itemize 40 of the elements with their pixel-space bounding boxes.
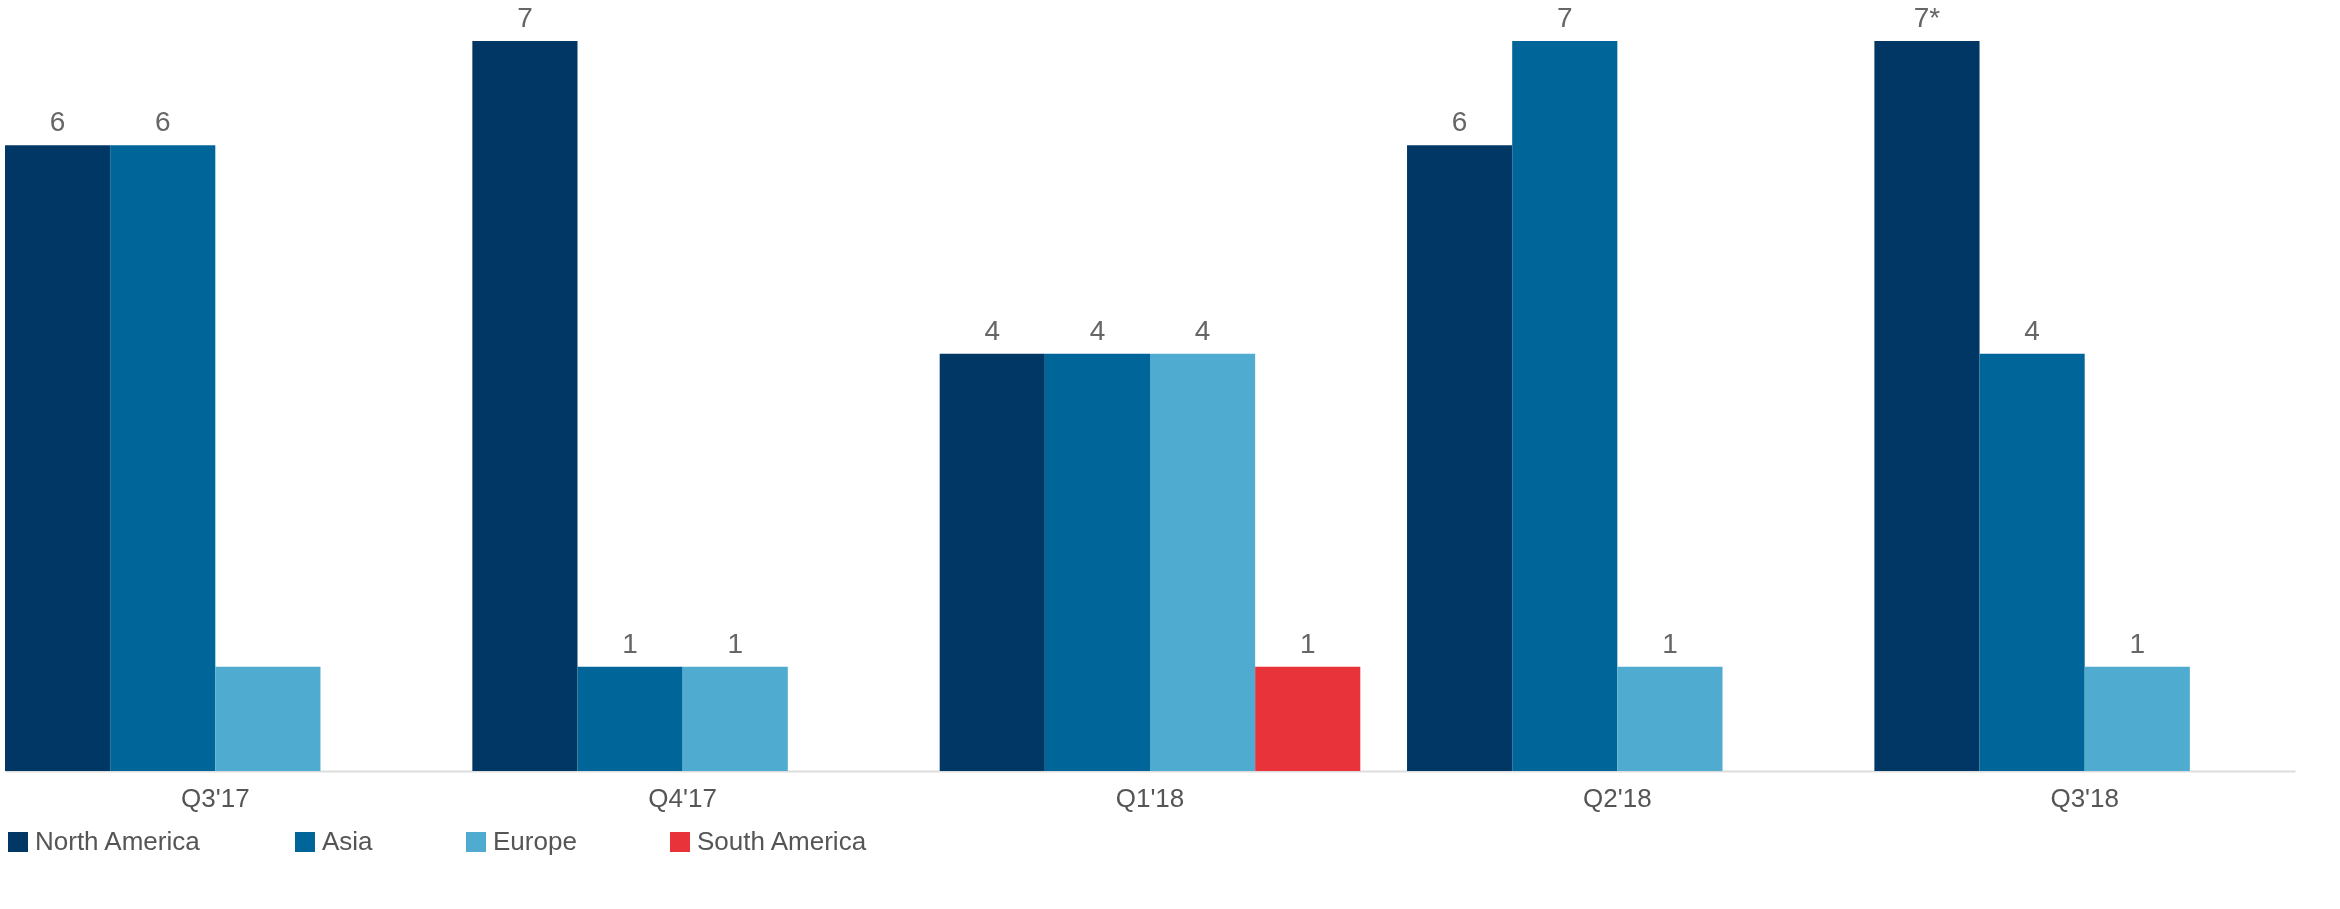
x-tick-label: Q2'18 [1583, 782, 1652, 813]
x-tick-label: Q4'17 [648, 782, 717, 813]
bar [5, 145, 111, 771]
data-label: 1 [727, 627, 744, 659]
data-label: 6 [49, 106, 66, 138]
data-label: 6 [1451, 106, 1468, 138]
data-label: 7 [517, 2, 533, 33]
bar [682, 666, 788, 771]
x-tick-label: Q3'18 [2050, 782, 2119, 813]
data-label: 6 [154, 106, 171, 138]
bar [110, 145, 216, 771]
legend-label: South America [697, 826, 867, 856]
x-tick-label: Q3'17 [181, 782, 250, 813]
bar [1044, 353, 1150, 771]
bar [577, 666, 683, 771]
data-label: 1 [1299, 627, 1316, 659]
data-label: 7 [1556, 2, 1573, 33]
data-label: 7* [1913, 2, 1941, 33]
bar [1617, 666, 1723, 771]
data-label: 1 [622, 627, 638, 659]
bar [472, 41, 578, 771]
bar [1979, 353, 2085, 771]
bar [2084, 666, 2190, 771]
legend-label: North America [35, 826, 201, 856]
bar [1255, 666, 1361, 771]
x-tick-label: Q1'18 [1115, 782, 1185, 813]
bar [1150, 353, 1256, 771]
bar [1512, 41, 1618, 771]
bar [1407, 145, 1513, 771]
bar [215, 666, 321, 771]
legend-label: Europe [493, 826, 577, 856]
data-label: 4 [2024, 314, 2040, 346]
legend-label: Asia [322, 826, 374, 856]
data-label: 4 [1194, 314, 1211, 346]
data-label: 1 [1662, 627, 1678, 659]
bar [939, 353, 1045, 771]
bar [1874, 41, 1980, 771]
data-label: 1 [2129, 627, 2146, 659]
data-label: 4 [984, 314, 1001, 346]
data-label: 4 [1089, 314, 1106, 346]
